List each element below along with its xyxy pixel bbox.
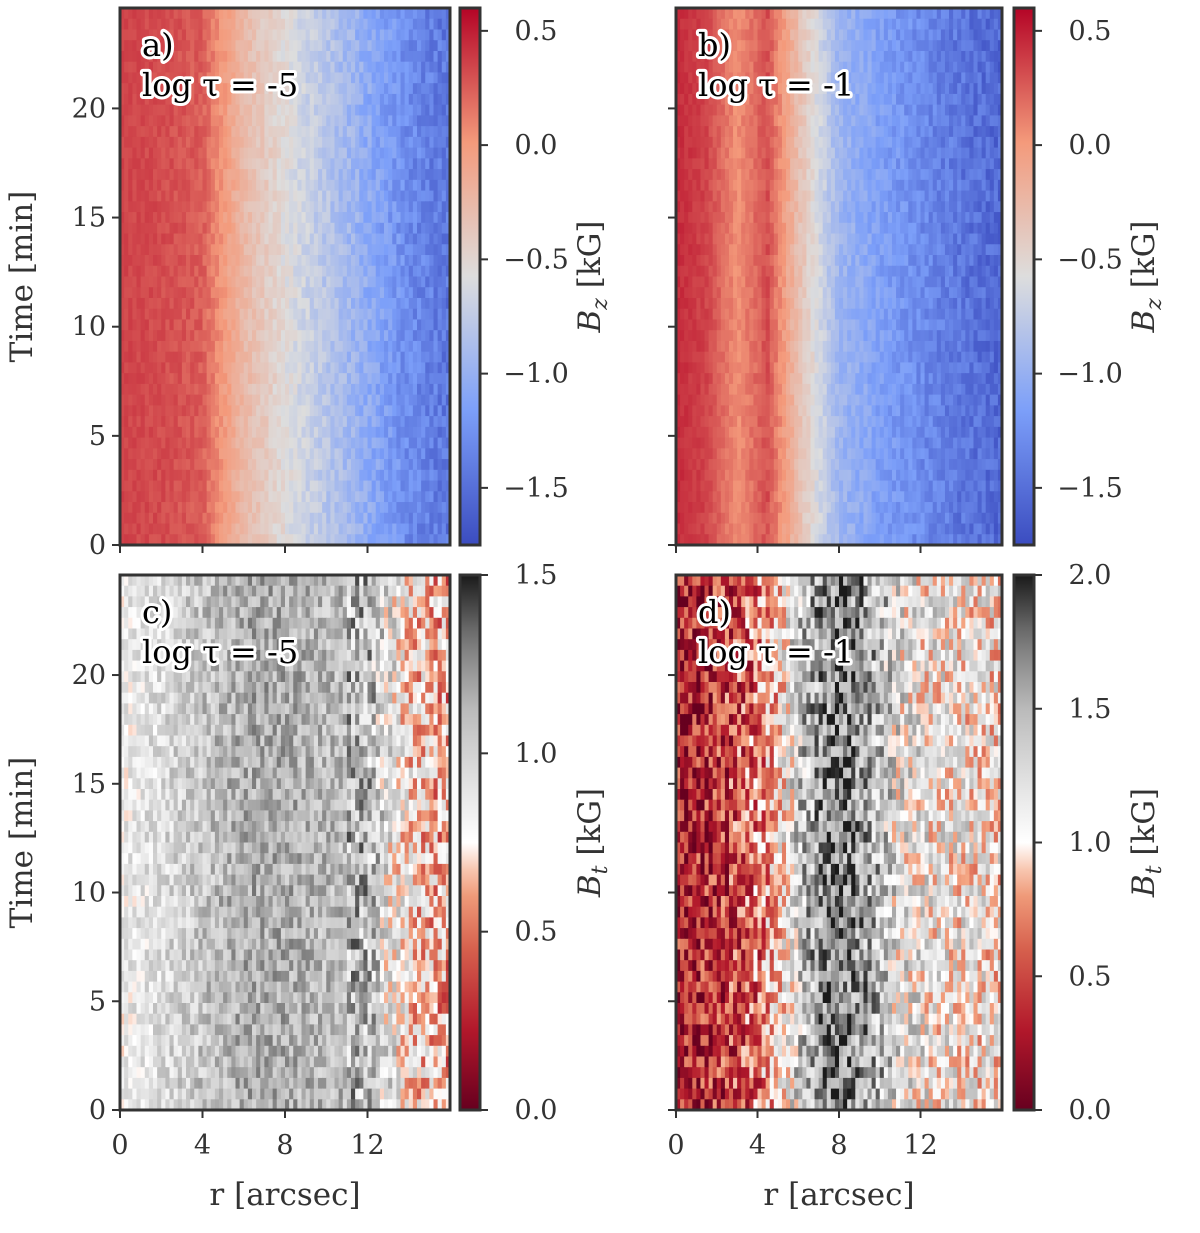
colorbar-tick-label: 0.5 (1069, 16, 1112, 47)
colorbar-tick-label: 1.0 (515, 738, 558, 769)
heatmap-cells (120, 8, 451, 546)
y-tick-label: 20 (72, 660, 106, 691)
y-tick-label: 0 (89, 530, 106, 561)
x-tick-label: 4 (194, 1130, 211, 1161)
colorbar-tick-label: 1.0 (1069, 828, 1112, 859)
colorbar-tick-label: 1.5 (515, 560, 558, 591)
colorbar (1012, 573, 1036, 1112)
x-tick-label: 8 (830, 1130, 847, 1161)
panel-b: b)log τ = -1 0.5 0.0 −0.5 −1.0 −1.5 Bz [kG] (668, 6, 1167, 553)
y-axis-label: Time [min] (4, 191, 40, 363)
x-axis-label: r [arcsec] (209, 1177, 360, 1213)
panel-letter: c) (142, 593, 172, 631)
colorbar-tick-label: −1.0 (503, 359, 569, 390)
colorbar (458, 6, 482, 547)
y-tick-label: 15 (72, 203, 106, 234)
colorbar-label: Bz [kG] (1126, 221, 1167, 334)
y-tick-label: 20 (72, 93, 106, 124)
colorbar-tick-label: −1.0 (1057, 359, 1123, 390)
x-tick-label: 8 (276, 1130, 293, 1161)
panel-a: a)log τ = -5 0 5 10 15 20 Time [min] 0.5 0.0 −0.5… (4, 6, 613, 561)
panel-d: d)log τ = -1 0 4 8 12 r [arcsec] 2.0 1.5 1.0 0.5 0… (667, 560, 1167, 1213)
panel-letter: d) (698, 593, 731, 631)
colorbar-tick-label: 0.0 (1069, 130, 1112, 161)
y-tick-label: 5 (89, 421, 106, 452)
heatmap-cells (676, 8, 1003, 546)
colorbar-label: Bt [kG] (572, 788, 613, 898)
panel-letter: a) (142, 26, 174, 64)
colorbar-tick-label: 2.0 (1069, 560, 1112, 591)
x-tick-label: 0 (667, 1130, 684, 1161)
x-tick-label: 12 (903, 1130, 937, 1161)
colorbar-label: Bt [kG] (1126, 788, 1167, 898)
depth-annotation: log τ = -1 (698, 66, 854, 104)
depth-annotation: log τ = -5 (142, 66, 298, 104)
colorbar-tick-label: −1.5 (503, 473, 569, 504)
heatmap-cells (120, 575, 451, 1111)
colorbar (1012, 6, 1036, 547)
y-axis-label: Time [min] (4, 757, 40, 929)
colorbar-tick-label: −0.5 (1057, 244, 1123, 275)
colorbar-tick-label: −1.5 (1057, 473, 1123, 504)
colorbar-tick-label: 0.0 (515, 130, 558, 161)
colorbar (458, 573, 482, 1112)
colorbar-tick-label: 1.5 (1069, 694, 1112, 725)
x-tick-label: 12 (350, 1130, 384, 1161)
colorbar-tick-label: −0.5 (503, 244, 569, 275)
y-tick-label: 10 (72, 878, 106, 909)
x-tick-label: 0 (111, 1130, 128, 1161)
panel-c: c)log τ = -5 0 5 10 15 20 0 4 8 12 Time [min] r [ar… (4, 560, 613, 1213)
panel-letter: b) (698, 26, 731, 64)
colorbar-tick-label: 0.5 (515, 917, 558, 948)
colorbar-label: Bz [kG] (572, 221, 613, 334)
x-axis-label: r [arcsec] (763, 1177, 914, 1213)
depth-annotation: log τ = -5 (142, 633, 298, 671)
y-tick-label: 5 (89, 986, 106, 1017)
y-tick-label: 10 (72, 312, 106, 343)
depth-annotation: log τ = -1 (698, 633, 854, 671)
colorbar-tick-label: 0.5 (515, 16, 558, 47)
colorbar-tick-label: 0.5 (1069, 961, 1112, 992)
y-tick-label: 15 (72, 769, 106, 800)
colorbar-tick-label: 0.0 (1069, 1095, 1112, 1126)
colorbar-tick-label: 0.0 (515, 1095, 558, 1126)
heatmap-cells (676, 575, 1003, 1111)
y-tick-label: 0 (89, 1095, 106, 1126)
x-tick-label: 4 (749, 1130, 766, 1161)
